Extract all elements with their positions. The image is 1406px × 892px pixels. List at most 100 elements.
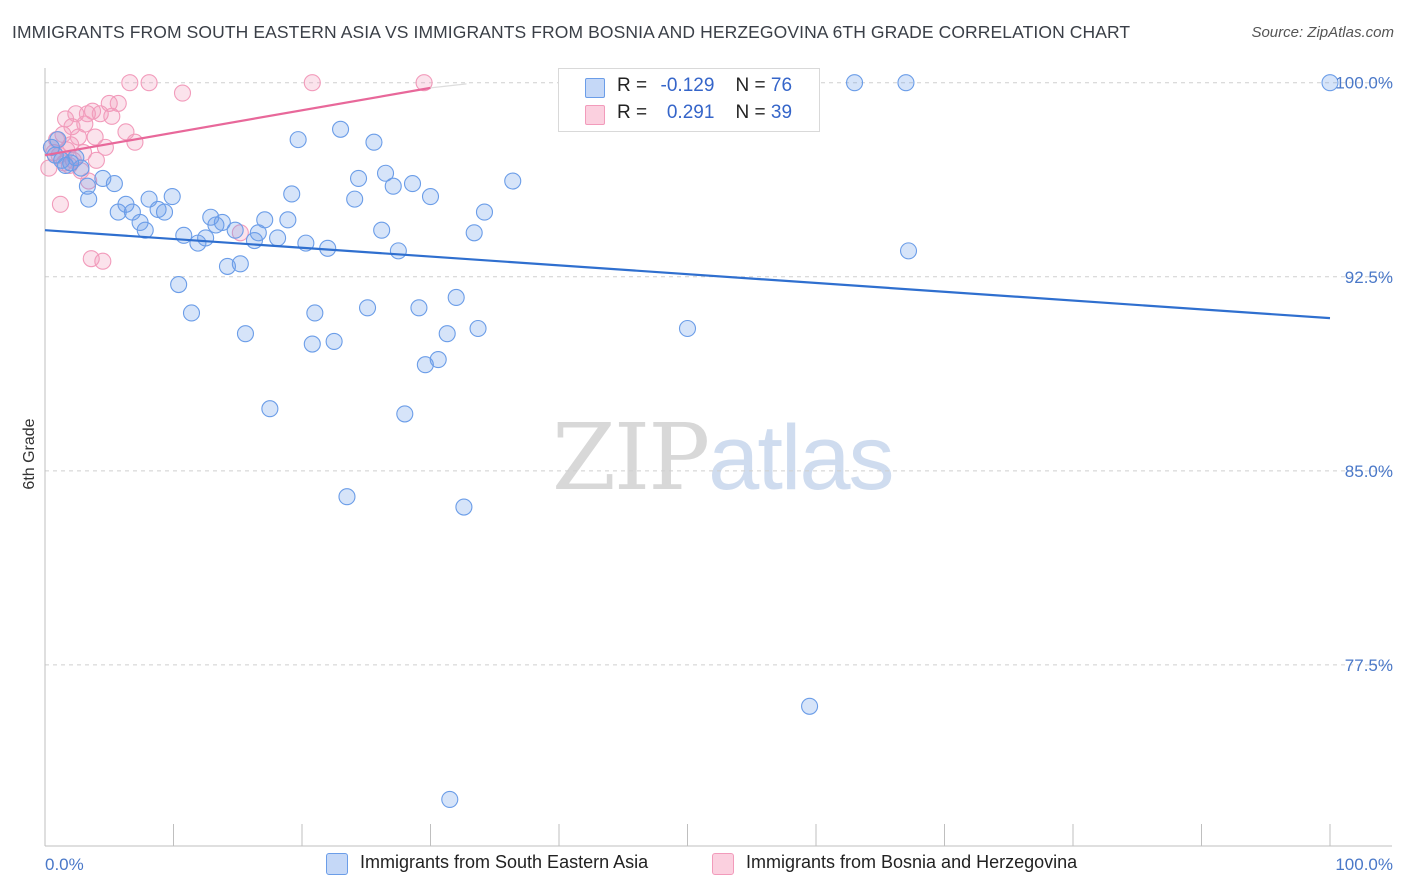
pink-point xyxy=(63,118,81,136)
bottom-legend-swatch-pink xyxy=(712,853,734,875)
pink-point xyxy=(62,136,80,154)
blue-point xyxy=(182,304,201,322)
blue-point xyxy=(338,488,356,506)
legend-r-value: -0.129 xyxy=(660,75,715,96)
blue-series-points xyxy=(42,74,1339,808)
blue-point xyxy=(279,211,297,229)
blue-point xyxy=(105,175,123,193)
pink-point xyxy=(51,195,69,213)
y-tick-label: 100.0% xyxy=(1335,74,1393,93)
y-tick-label: 85.0% xyxy=(1345,462,1393,481)
blue-point xyxy=(504,172,522,190)
pink-point xyxy=(100,94,118,112)
blue-point xyxy=(801,697,819,715)
legend-swatch-blue xyxy=(585,78,605,98)
blue-point xyxy=(226,221,244,239)
blue-point xyxy=(155,203,174,221)
blue-point xyxy=(49,131,67,149)
blue-point xyxy=(349,169,368,187)
legend-r-label: R = xyxy=(617,75,648,96)
legend-n-value: 39 xyxy=(770,102,793,123)
blue-point xyxy=(455,498,473,516)
pink-point xyxy=(87,151,105,169)
axis-labels: 77.5% 85.0% 92.5% 100.0% 0.0% 100.0% 6th Grade xyxy=(21,74,1393,874)
blue-point xyxy=(376,164,395,182)
blue-point xyxy=(678,319,697,338)
y-axis-title: 6th Grade xyxy=(21,418,38,489)
blue-point xyxy=(62,154,80,172)
blue-point xyxy=(261,400,279,418)
blue-point xyxy=(306,304,324,322)
x-tick-label-min: 0.0% xyxy=(45,855,84,874)
trend-lines xyxy=(44,83,1331,320)
pink-trend-extension xyxy=(430,83,467,89)
blue-point xyxy=(416,356,434,374)
blue-point xyxy=(303,335,321,353)
pink-point xyxy=(76,115,94,133)
blue-point xyxy=(447,288,465,307)
pink-point xyxy=(140,74,158,92)
bottom-legend-swatch-blue xyxy=(326,853,348,875)
watermark-zip: ZIP xyxy=(552,404,710,511)
legend-text-pink: R = 0.291 N = 39 xyxy=(617,102,792,124)
pink-point xyxy=(94,252,112,270)
blue-point xyxy=(231,255,249,273)
blue-point xyxy=(429,351,447,369)
legend-n-label: N = xyxy=(735,75,766,96)
blue-point xyxy=(358,299,377,317)
grid-lines xyxy=(45,82,1392,666)
pink-point xyxy=(303,74,321,92)
watermark: ZIPatlas xyxy=(552,404,895,511)
blue-point xyxy=(365,133,383,151)
blue-point xyxy=(396,405,414,423)
blue-point xyxy=(403,175,422,193)
legend-r-value: 0.291 xyxy=(666,102,715,123)
legend-n-label: N = xyxy=(735,102,766,123)
blue-point xyxy=(256,211,274,229)
blue-point xyxy=(136,221,154,239)
blue-point xyxy=(289,131,307,149)
blue-trend-line xyxy=(44,229,1331,320)
blue-point xyxy=(475,203,494,221)
legend-text-blue: R = -0.129 N = 76 xyxy=(617,75,792,97)
correlation-legend: R = -0.129 N = 76 R = 0.291 N = 39 xyxy=(558,68,820,132)
pink-point xyxy=(126,133,144,151)
blue-point xyxy=(283,185,301,203)
blue-point xyxy=(269,229,287,247)
pink-point xyxy=(173,84,192,102)
legend-n-value: 76 xyxy=(770,75,793,96)
blue-point xyxy=(845,74,864,92)
pink-point xyxy=(109,94,127,112)
blue-point xyxy=(384,177,402,195)
blue-point xyxy=(373,221,391,239)
bottom-legend-label-blue: Immigrants from South Eastern Asia xyxy=(360,852,649,872)
pink-point xyxy=(415,74,433,92)
blue-point xyxy=(346,190,364,208)
legend-swatch-pink xyxy=(585,105,605,125)
blue-point xyxy=(465,224,483,242)
blue-point xyxy=(80,190,98,208)
blue-point xyxy=(218,257,237,275)
blue-point xyxy=(78,177,96,195)
blue-point xyxy=(325,332,343,350)
legend-r-label: R = xyxy=(617,102,648,123)
blue-point xyxy=(170,275,188,294)
source-label: Source: ZipAtlas.com xyxy=(1251,24,1394,41)
blue-point xyxy=(72,159,90,177)
blue-point xyxy=(899,242,918,260)
blue-point xyxy=(410,299,428,317)
blue-point xyxy=(197,229,215,247)
blue-point xyxy=(213,213,231,231)
x-tick-label-max: 100.0% xyxy=(1335,855,1393,874)
y-tick-label: 77.5% xyxy=(1345,656,1393,675)
blue-point xyxy=(1321,74,1339,92)
blue-point xyxy=(163,187,181,206)
watermark-atlas: atlas xyxy=(708,407,894,509)
bottom-legend-label-pink: Immigrants from Bosnia and Herzegovina xyxy=(746,852,1078,872)
blue-point xyxy=(897,74,915,92)
blue-point xyxy=(389,242,407,260)
pink-point xyxy=(86,128,104,146)
pink-point xyxy=(96,138,114,156)
pink-point xyxy=(121,74,139,92)
blue-point xyxy=(236,325,255,343)
